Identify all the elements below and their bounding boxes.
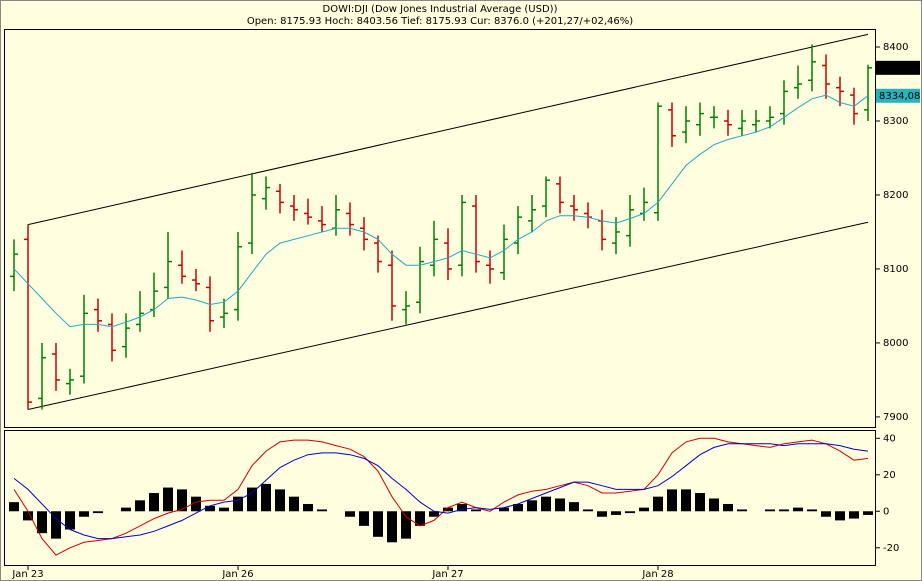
histogram-bar bbox=[163, 487, 173, 512]
histogram-bar bbox=[65, 511, 75, 530]
y-tick-label: 7900 bbox=[883, 412, 908, 423]
histogram-bar bbox=[443, 507, 453, 512]
y-tick-label: 40 bbox=[883, 433, 896, 444]
histogram-bar bbox=[723, 503, 733, 512]
chart-subtitle: Open: 8175.93 Hoch: 8403.56 Tief: 8175.9… bbox=[247, 16, 633, 27]
y-tick-label: -20 bbox=[883, 543, 899, 554]
x-tick-label: Jan 23 bbox=[11, 569, 43, 580]
channel-line bbox=[27, 33, 869, 226]
histogram-bar bbox=[779, 509, 789, 512]
histogram-bar bbox=[345, 511, 355, 517]
histogram-bar bbox=[821, 511, 831, 517]
histogram-bar bbox=[709, 498, 719, 512]
histogram-bar bbox=[681, 489, 691, 512]
histogram-bar bbox=[303, 503, 313, 512]
histogram-bar bbox=[37, 511, 47, 534]
y-tick-label: 8300 bbox=[883, 116, 908, 127]
histogram-bar bbox=[527, 500, 537, 512]
histogram-bar bbox=[695, 493, 705, 512]
price-tag bbox=[876, 88, 920, 103]
histogram-bar bbox=[639, 507, 649, 512]
histogram-bar bbox=[849, 511, 859, 519]
histogram-bar bbox=[23, 511, 33, 521]
histogram-bar bbox=[177, 489, 187, 512]
histogram-bar bbox=[79, 511, 89, 517]
price-tag bbox=[876, 60, 920, 75]
histogram-bar bbox=[625, 511, 635, 514]
histogram-bar bbox=[261, 483, 271, 512]
y-tick-label: 8200 bbox=[883, 190, 908, 201]
histogram-bar bbox=[415, 511, 425, 526]
histogram-bar bbox=[191, 496, 201, 512]
histogram-bar bbox=[737, 509, 747, 512]
histogram-bar bbox=[653, 496, 663, 512]
histogram-bar bbox=[317, 509, 327, 512]
chart-title: DOWI:DJI (Dow Jones Industrial Average (… bbox=[323, 4, 558, 15]
histogram-bar bbox=[541, 496, 551, 512]
histogram-bar bbox=[359, 511, 369, 526]
histogram-bar bbox=[51, 511, 61, 539]
histogram-bar bbox=[233, 496, 243, 512]
histogram-bar bbox=[289, 496, 299, 512]
channel-line bbox=[27, 221, 869, 410]
histogram-bar bbox=[149, 493, 159, 512]
y-tick-label: 20 bbox=[883, 470, 896, 481]
histogram-bar bbox=[863, 511, 873, 515]
histogram-bar bbox=[471, 509, 481, 512]
histogram-bar bbox=[835, 511, 845, 521]
histogram-bar bbox=[499, 507, 509, 512]
histogram-bar bbox=[611, 511, 621, 515]
macd-panel bbox=[4, 430, 876, 566]
macd-line bbox=[13, 437, 869, 556]
histogram-bar bbox=[275, 489, 285, 512]
histogram-bar bbox=[807, 509, 817, 512]
x-tick-label: Jan 26 bbox=[221, 569, 253, 580]
price-tag-label: 8334,08 bbox=[879, 91, 920, 102]
histogram-bar bbox=[765, 509, 775, 512]
histogram-bar bbox=[555, 498, 565, 512]
histogram-bar bbox=[373, 511, 383, 537]
histogram-bar bbox=[793, 507, 803, 512]
histogram-bar bbox=[121, 507, 131, 512]
histogram-bar bbox=[93, 511, 103, 514]
y-tick-label: 8000 bbox=[883, 338, 908, 349]
price-tag-label: 8371,86 bbox=[879, 63, 920, 74]
y-tick-label: 8100 bbox=[883, 264, 908, 275]
histogram-bar bbox=[9, 502, 19, 512]
histogram-bar bbox=[457, 503, 467, 512]
price-panel bbox=[4, 29, 876, 428]
histogram-bar bbox=[429, 511, 439, 517]
histogram-bar bbox=[219, 507, 229, 512]
histogram-bar bbox=[667, 489, 677, 512]
histogram-bar bbox=[387, 511, 397, 543]
moving-average bbox=[13, 94, 869, 328]
x-tick-label: Jan 27 bbox=[431, 569, 463, 580]
histogram-bar bbox=[583, 509, 593, 512]
macd-line bbox=[13, 443, 869, 540]
histogram-bar bbox=[597, 511, 607, 517]
y-tick-label: 8400 bbox=[883, 42, 908, 53]
y-tick-label: 0 bbox=[883, 506, 889, 517]
histogram-bar bbox=[401, 511, 411, 539]
histogram-bar bbox=[247, 487, 257, 512]
histogram-bar bbox=[205, 505, 215, 512]
histogram-bar bbox=[569, 502, 579, 512]
x-tick-label: Jan 28 bbox=[641, 569, 673, 580]
histogram-bar bbox=[513, 503, 523, 512]
histogram-bar bbox=[135, 500, 145, 512]
